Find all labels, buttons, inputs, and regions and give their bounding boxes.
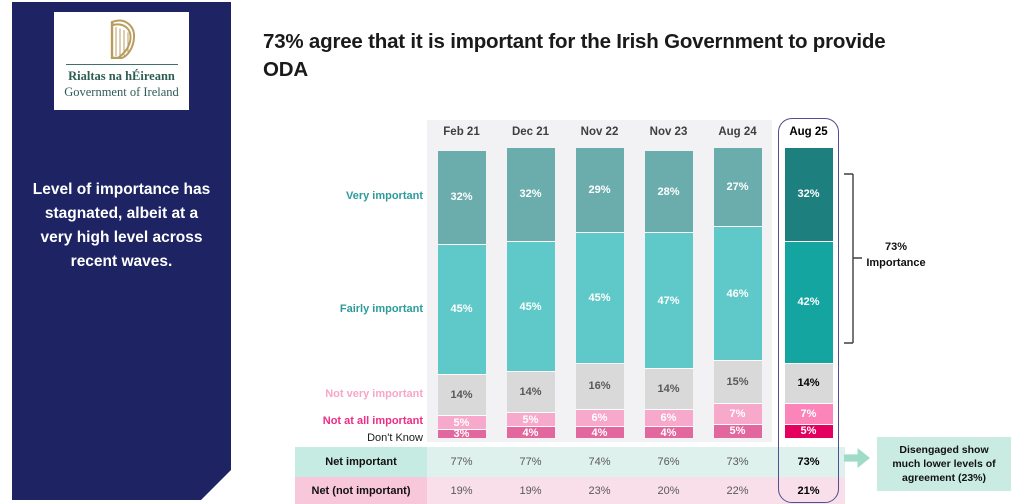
net-value: 19%: [450, 484, 473, 497]
net-value: 20%: [657, 484, 680, 497]
bar-stack: 32% 42% 14% 7% 5%: [784, 145, 833, 438]
bar-segment: 4%: [506, 426, 555, 438]
net-value: 77%: [519, 456, 542, 468]
bar-segment: 47%: [644, 232, 693, 369]
bar-column: Nov 22 29% 45% 16% 6% 4%: [565, 118, 634, 438]
column-header: Feb 21: [443, 125, 480, 138]
bar-segment: 42%: [784, 240, 833, 363]
net-value: 21%: [797, 484, 820, 497]
bar-segment: 32%: [506, 148, 555, 241]
bar-stack: 28% 47% 14% 6% 4%: [644, 145, 693, 438]
page-title: 73% agree that it is important for the I…: [263, 30, 886, 81]
column-header: Nov 23: [649, 125, 688, 138]
bar-segment: 5%: [506, 411, 555, 427]
bar-segment: 46%: [713, 226, 762, 360]
bar-stack: 32% 45% 14% 5% 4%: [506, 145, 555, 438]
callout-box: Disengaged show much lower levels of agr…: [877, 437, 1011, 491]
bar-segment: 45%: [506, 240, 555, 372]
bracket-label-word: Importance: [866, 256, 926, 269]
bar-segment: 15%: [713, 359, 762, 404]
bar-segment: 6%: [575, 409, 624, 427]
bar-segment: 45%: [437, 243, 486, 375]
bar-segment: 32%: [784, 148, 833, 241]
bar-segment: 5%: [784, 423, 833, 438]
column-header: Aug 24: [718, 125, 757, 138]
column-header: Dec 21: [511, 125, 550, 138]
bar-segment: 7%: [713, 403, 762, 424]
row-labels: Very important Fairly important Not very i…: [295, 118, 423, 448]
net-value: 19%: [519, 484, 542, 497]
chart-columns: Feb 21 32% 45% 14% 5% 3% Dec 21 32% 45% 14% 5% 4% No…: [427, 118, 845, 439]
series-label: Very important: [345, 190, 423, 202]
net-row: Net important 77% 77% 74% 76% 73% 73%: [295, 447, 845, 477]
bar-segment: 14%: [506, 371, 555, 412]
bar-column: Feb 21 32% 45% 14% 5% 3%: [427, 118, 496, 439]
bar-segment: 3%: [437, 429, 486, 439]
bar-segment: 5%: [713, 423, 762, 438]
bar-segment: 5%: [437, 414, 486, 430]
bar-segment: 16%: [575, 362, 624, 410]
bar-stack: 32% 45% 14% 5% 3%: [437, 145, 486, 439]
series-label: Don't Know: [367, 432, 423, 444]
net-row: Net (not important) 19% 19% 23% 20% 22% 21%: [295, 477, 845, 504]
bar-segment: 14%: [644, 368, 693, 410]
bracket-label-percent: 73%: [884, 241, 908, 253]
logo-english-text: Government of Ireland: [64, 85, 179, 99]
net-row-label: Net important: [295, 447, 427, 477]
column-header: Nov 22: [580, 125, 619, 138]
bracket-label: 73% Importance: [860, 240, 932, 272]
bar-segment: 4%: [575, 426, 624, 438]
callout-arrow-icon: [844, 448, 870, 468]
column-header: Aug 25: [789, 125, 828, 138]
bar-segment: 4%: [644, 426, 693, 438]
bar-segment: 29%: [575, 148, 624, 233]
bar-stack: 29% 45% 16% 6% 4%: [575, 145, 624, 438]
net-value: 73%: [797, 456, 820, 468]
net-value: 74%: [588, 456, 611, 468]
harp-icon: [106, 19, 138, 59]
bar-segment: 28%: [644, 150, 693, 233]
series-label: Fairly important: [339, 303, 423, 315]
net-value: 22%: [726, 484, 749, 497]
logo-irish-text: Rialtas na hÉireann: [68, 69, 175, 83]
logo-divider: [66, 64, 178, 65]
bar-segment: 7%: [784, 403, 833, 424]
bar-column: Aug 25 32% 42% 14% 7% 5%: [772, 118, 845, 438]
bracket-icon: [844, 173, 862, 344]
bar-segment: 6%: [644, 409, 693, 427]
series-label: Not at all important: [322, 415, 423, 427]
net-row-label: Net (not important): [295, 477, 427, 504]
bar-column: Aug 24 27% 46% 15% 7% 5%: [703, 118, 772, 438]
sidebar: Rialtas na hÉireann Government of Irelan…: [12, 2, 231, 500]
net-value: 23%: [588, 484, 611, 497]
bar-segment: 14%: [784, 362, 833, 404]
bar-column: Nov 23 28% 47% 14% 6% 4%: [634, 118, 703, 438]
net-value: 77%: [450, 456, 473, 468]
stacked-bar-chart: Very important Fairly important Not very i…: [295, 118, 1024, 504]
bar-segment: 27%: [713, 148, 762, 227]
net-value: 76%: [657, 456, 680, 468]
bar-segment: 14%: [437, 374, 486, 415]
government-of-ireland-logo: Rialtas na hÉireann Government of Irelan…: [54, 12, 189, 110]
net-value: 73%: [726, 456, 749, 468]
series-label: Not very important: [325, 388, 423, 400]
bar-segment: 32%: [437, 150, 486, 244]
net-rows: Net important 77% 77% 74% 76% 73% 73% Net (not …: [295, 447, 845, 504]
bar-stack: 27% 46% 15% 7% 5%: [713, 145, 762, 438]
sidebar-message: Level of importance has stagnated, albei…: [32, 181, 211, 271]
bar-segment: 45%: [575, 232, 624, 363]
bar-column: Dec 21 32% 45% 14% 5% 4%: [496, 118, 565, 438]
